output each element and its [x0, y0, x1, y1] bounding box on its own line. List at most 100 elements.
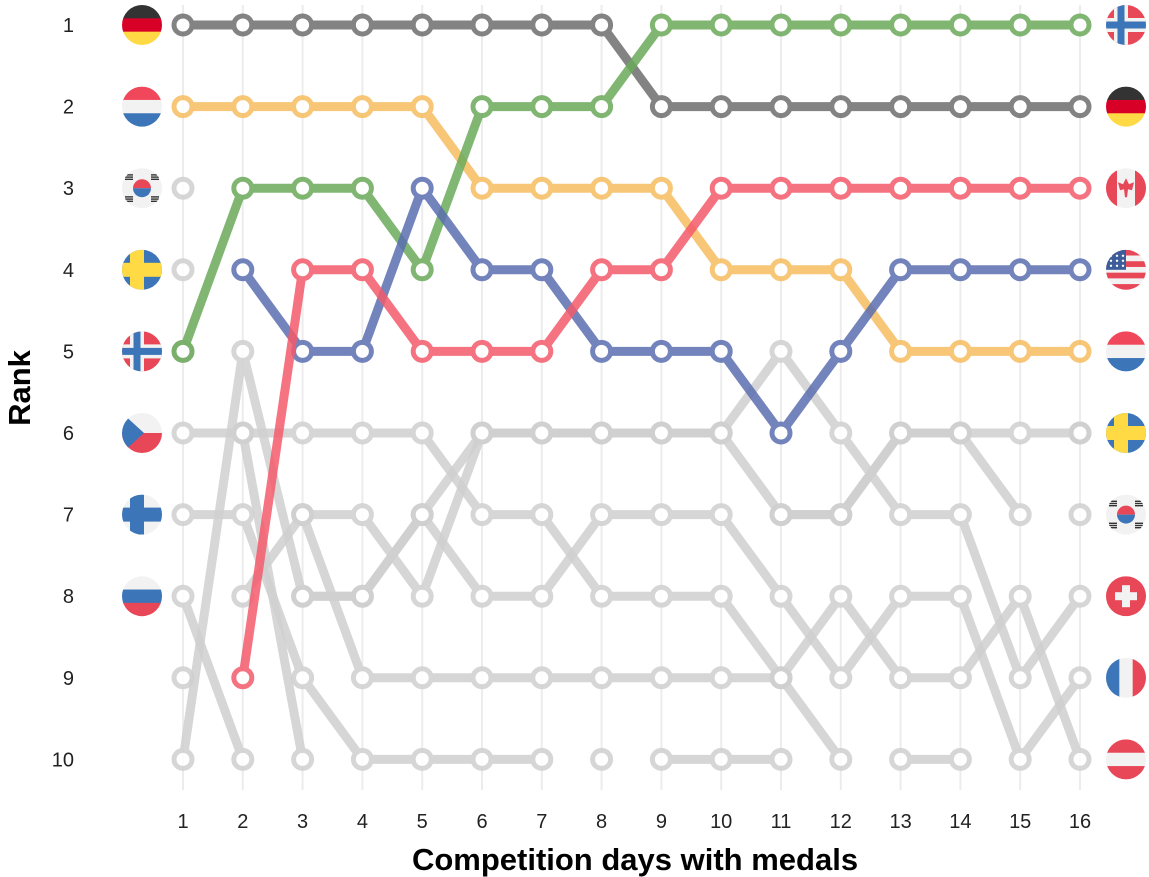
data-point [1008, 666, 1032, 690]
x-tick-label: 8 [596, 811, 607, 833]
data-point [231, 95, 255, 119]
data-point [171, 584, 195, 608]
data-point [291, 13, 315, 37]
data-point [590, 176, 614, 200]
right-flags [1106, 5, 1146, 780]
x-tick-label: 16 [1069, 811, 1091, 833]
data-point [171, 666, 195, 690]
data-point [649, 503, 673, 527]
data-point [649, 421, 673, 445]
data-point [829, 666, 853, 690]
data-point [829, 176, 853, 200]
data-point [410, 176, 434, 200]
data-point [1068, 421, 1092, 445]
data-point [530, 503, 554, 527]
data-point [291, 666, 315, 690]
data-point [470, 95, 494, 119]
data-point [769, 339, 793, 363]
data-point [410, 258, 434, 282]
data-point [829, 503, 853, 527]
y-tick-label: 6 [63, 423, 74, 445]
x-axis-ticks: 1 2 3 4 5 6 7 8 9 10 11 12 13 14 15 16 [177, 811, 1091, 833]
data-point [709, 13, 733, 37]
data-point [1008, 503, 1032, 527]
data-point [530, 258, 554, 282]
data-point [889, 503, 913, 527]
data-point [829, 258, 853, 282]
y-tick-label: 10 [52, 749, 74, 771]
data-point [709, 584, 733, 608]
data-point [649, 13, 673, 37]
data-point [590, 666, 614, 690]
data-point [1008, 339, 1032, 363]
data-point [1068, 339, 1092, 363]
data-point [410, 13, 434, 37]
data-point [829, 95, 853, 119]
data-point [171, 747, 195, 771]
data-point [231, 258, 255, 282]
data-point [350, 95, 374, 119]
data-point [948, 584, 972, 608]
series-norway [171, 13, 1092, 363]
data-point [1068, 666, 1092, 690]
data-point [470, 666, 494, 690]
data-point [709, 176, 733, 200]
data-point [291, 747, 315, 771]
germany-flag-icon [1106, 86, 1146, 127]
data-point [530, 584, 554, 608]
x-tick-label: 1 [177, 811, 188, 833]
x-tick-label: 3 [297, 811, 308, 833]
data-point [1008, 747, 1032, 771]
y-tick-label: 8 [63, 586, 74, 608]
data-point [709, 339, 733, 363]
data-point [350, 13, 374, 37]
x-tick-label: 13 [889, 811, 911, 833]
data-point [171, 258, 195, 282]
data-point [769, 747, 793, 771]
data-point [709, 421, 733, 445]
data-point [470, 339, 494, 363]
series-russia [171, 584, 255, 771]
data-point [470, 747, 494, 771]
norway-flag-icon [122, 331, 162, 372]
data-point [410, 666, 434, 690]
data-point [889, 747, 913, 771]
data-point [709, 503, 733, 527]
y-tick-label: 2 [63, 97, 74, 119]
data-point [291, 258, 315, 282]
left-flags [122, 5, 162, 617]
data-point [948, 747, 972, 771]
data-point [889, 176, 913, 200]
x-tick-label: 10 [710, 811, 732, 833]
data-point [350, 503, 374, 527]
data-point [231, 13, 255, 37]
data-point [889, 13, 913, 37]
data-point [948, 258, 972, 282]
x-tick-label: 14 [949, 811, 971, 833]
data-point [829, 421, 853, 445]
netherlands-flag-icon [1106, 331, 1146, 372]
south-korea-flag-icon [122, 168, 162, 209]
data-point [590, 258, 614, 282]
data-point [291, 339, 315, 363]
data-point [291, 176, 315, 200]
data-point [769, 13, 793, 37]
data-point [590, 747, 614, 771]
data-point [829, 13, 853, 37]
data-point [590, 421, 614, 445]
austria-flag-icon [1106, 739, 1146, 780]
data-point [948, 339, 972, 363]
usa-flag-icon [1106, 249, 1146, 290]
highlight-series [171, 13, 1092, 690]
data-point [1068, 584, 1092, 608]
x-tick-label: 5 [417, 811, 428, 833]
series-line [238, 428, 308, 764]
data-point [649, 95, 673, 119]
data-point [649, 747, 673, 771]
data-point [590, 13, 614, 37]
data-point [649, 339, 673, 363]
data-point [171, 13, 195, 37]
x-tick-label: 2 [237, 811, 248, 833]
data-point [1008, 421, 1032, 445]
